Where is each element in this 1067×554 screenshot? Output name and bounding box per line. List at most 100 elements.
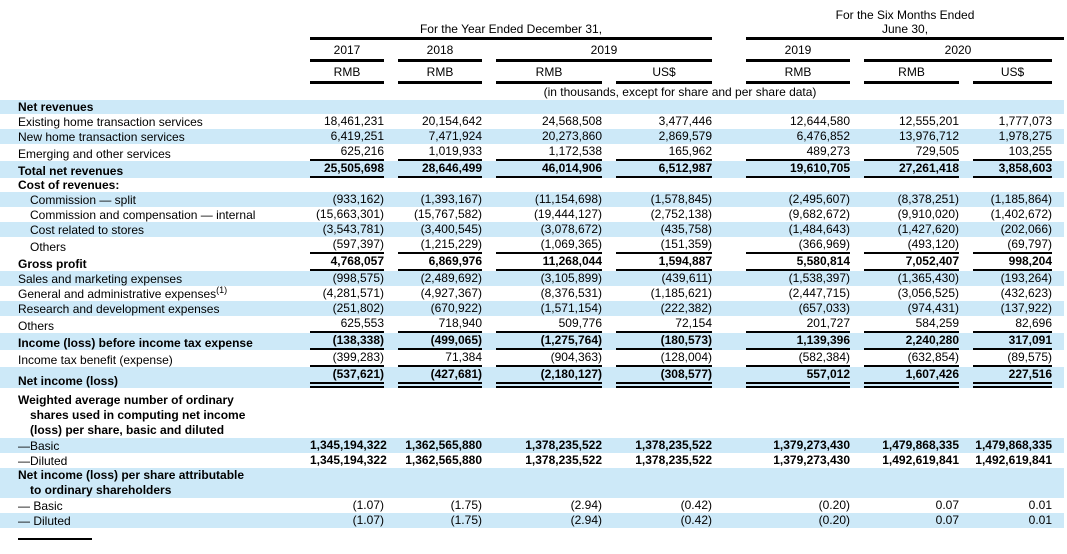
cell-value: 20,154,642 [421,114,482,128]
cell-value: (1,275,764) [540,333,602,347]
header-units-row: (in thousands, except for share and per … [0,84,1064,100]
value-cell [296,178,384,192]
units-note: (in thousands, except for share and per … [296,84,1064,100]
value-cell: (1,275,764) [482,333,602,350]
cell-value: (2,489,692) [420,271,482,285]
cell-value: 1,492,619,841 [882,453,959,467]
year-ended-group-header: For the Year Ended December 31, [296,8,712,40]
cell-value: 13,976,712 [898,129,959,143]
value-cell [959,100,1065,114]
cell-value: (15,663,301) [315,207,384,221]
cell-value: (2,180,127) [540,367,602,381]
year-column-2017: 2017 [296,40,384,62]
value-cell [850,100,959,114]
value-cell: 7,052,407 [850,254,959,271]
cell-value: 1,378,235,522 [635,438,712,452]
value-cell: 3,858,603 [959,161,1065,178]
row-label: Commission — split [0,192,296,207]
cell-value: 71,384 [445,350,482,364]
value-cell: (493,120) [850,237,959,254]
cell-value: 46,014,906 [541,161,602,175]
value-cell: (1,393,167) [384,192,482,207]
footnote-rule [18,538,92,540]
column-gap [712,453,732,468]
currency-column: RMB [850,62,959,84]
column-gap [712,438,732,453]
cell-value: (1,215,229) [420,237,482,251]
cell-value: (1,538,397) [788,271,850,285]
value-cell: (1.75) [384,498,482,513]
currency-label: RMB [784,65,812,79]
table-row: Commission — split (933,162) (1,393,167) (1… [0,192,1065,207]
cell-value: 998,204 [1008,254,1053,268]
header-spacer [0,62,296,84]
value-cell: 27,261,418 [850,161,959,178]
cell-value: 1,139,396 [796,333,850,347]
value-cell: (19,444,127) [482,207,602,222]
value-cell: 28,646,499 [384,161,482,178]
value-cell: (1,484,643) [732,222,850,237]
row-label-text: Cost of revenues: [18,178,120,192]
row-label-text: Net income (loss) [18,374,119,388]
value-cell: (0.42) [602,513,712,528]
cell-value: 489,273 [806,144,850,158]
value-cell: 2,240,280 [850,333,959,350]
table-row: —Basic 1,345,194,322 1,362,565,880 1,378,23… [0,438,1065,453]
value-cell: (202,066) [959,222,1065,237]
value-cell [482,178,602,192]
currency-column: US$ [602,62,712,84]
value-cell: 1,379,273,430 [732,453,850,468]
column-gap [712,301,732,316]
value-cell: 20,154,642 [384,114,482,129]
value-cell: (904,363) [482,350,602,367]
value-cell: (2,180,127) [482,367,602,388]
row-label: —Diluted [0,453,296,468]
table-row: Others 625,553 718,940 509,776 72,154 201,727… [0,316,1064,333]
value-cell: 1,492,619,841 [850,453,959,468]
value-cell: 1,345,194,322 [296,438,387,453]
table-row: Net income (loss) per share attributable… [0,468,1065,498]
row-label: Income (loss) before income tax expense [0,333,296,350]
value-cell [384,468,482,498]
value-cell: (0.42) [602,498,712,513]
cell-value: 1,379,273,430 [773,453,850,467]
cell-value: (493,120) [907,237,959,251]
cell-value: 1,479,868,335 [975,438,1053,452]
cell-value: 6,512,987 [658,161,712,175]
table-row: Income (loss) before income tax expense (… [0,333,1065,350]
cell-value: (2.94) [570,513,602,527]
value-cell [602,178,712,192]
row-label-line: Weighted average number of ordinary [18,393,234,407]
row-label-text: — Diluted [18,514,71,528]
cell-value: 557,012 [806,367,850,381]
row-label: — Diluted [0,513,296,528]
row-label-text: Net revenues [18,100,94,114]
value-cell: (0.20) [732,498,850,513]
value-cell: (4,927,367) [384,286,482,301]
cell-value: 0.07 [935,498,959,512]
value-cell: (251,802) [296,301,384,316]
value-cell: 6,476,852 [732,129,850,144]
row-label-text: Others [18,319,55,333]
value-cell: (1.75) [384,513,482,528]
cell-value: 1,594,887 [658,254,712,268]
cell-value: 1,378,235,522 [525,453,602,467]
value-cell: (8,378,251) [850,192,959,207]
cell-value: 1,492,619,841 [975,453,1053,467]
table-row: Net revenues [0,100,1065,114]
row-label: Commission and compensation — internal [0,207,296,222]
cell-value: (1,069,365) [540,237,602,251]
currency-column: RMB [384,62,482,84]
value-cell: (2.94) [482,498,602,513]
value-cell: 998,204 [959,254,1064,271]
table-row: — Diluted (1.07) (1.75) (2.94) (0.42) (0.20) 0… [0,513,1065,528]
cell-value: (399,283) [332,350,384,364]
value-cell: 1,362,565,880 [384,453,482,468]
cell-value: (1.75) [450,513,482,527]
column-gap [712,271,732,286]
value-cell: 1,978,275 [959,129,1065,144]
row-label-text: Sales and marketing expenses [18,272,183,286]
row-label-text: New home transaction services [18,130,185,144]
column-gap [712,350,732,367]
cell-value: 1,978,275 [998,129,1053,143]
